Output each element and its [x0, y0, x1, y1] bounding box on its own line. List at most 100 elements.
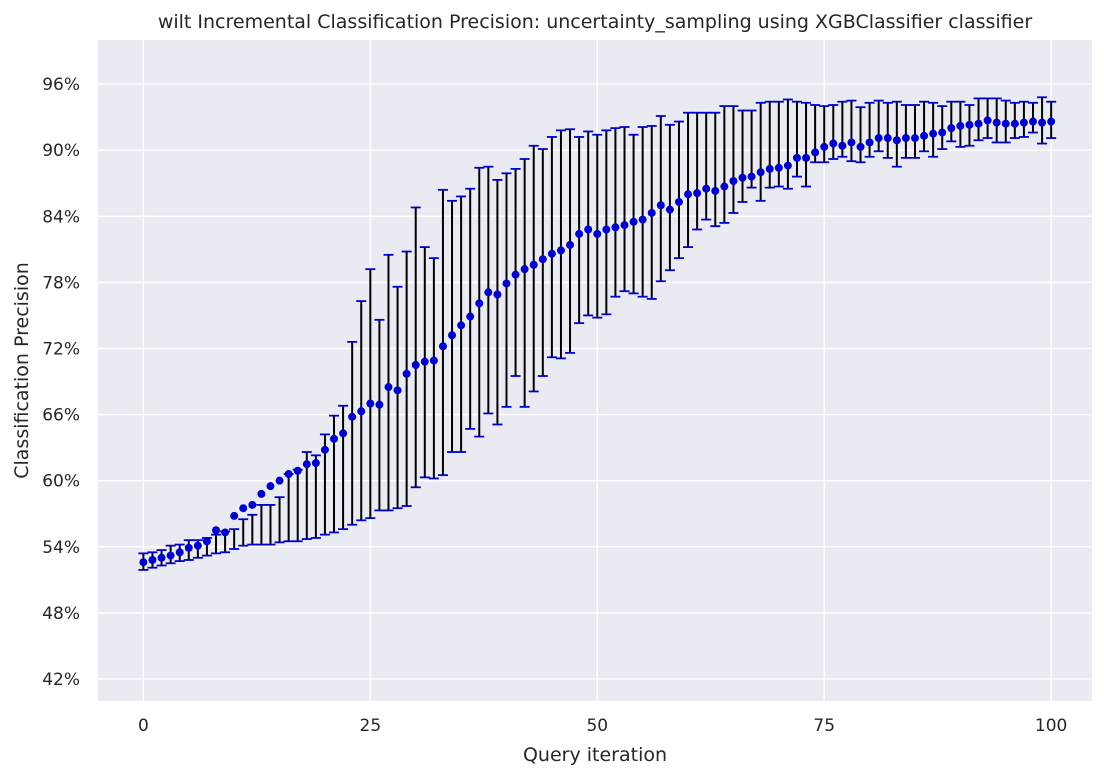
- data-point: [892, 136, 901, 145]
- data-point: [765, 164, 774, 173]
- data-point: [566, 240, 575, 249]
- data-point: [193, 541, 202, 550]
- data-point: [965, 120, 974, 129]
- data-point: [184, 543, 193, 552]
- y-tick-label: 78%: [42, 273, 80, 293]
- y-tick-label: 84%: [42, 207, 80, 227]
- y-tick-label: 66%: [42, 406, 80, 426]
- data-point: [1010, 119, 1019, 128]
- y-tick-label: 60%: [42, 472, 80, 492]
- data-point: [230, 511, 239, 520]
- data-point: [429, 356, 438, 365]
- data-point: [711, 186, 720, 195]
- data-point: [502, 279, 511, 288]
- data-point: [602, 225, 611, 234]
- data-point: [738, 173, 747, 182]
- data-point: [938, 128, 947, 137]
- x-tick-label: 50: [586, 716, 608, 736]
- y-tick-label: 90%: [42, 141, 80, 161]
- data-point: [720, 182, 729, 191]
- data-point: [457, 321, 466, 330]
- data-point: [148, 555, 157, 564]
- data-point: [402, 369, 411, 378]
- data-point: [820, 142, 829, 151]
- data-point: [856, 142, 865, 151]
- data-point: [620, 221, 629, 230]
- y-axis-label: Classification Precision: [11, 262, 33, 479]
- data-point: [221, 528, 230, 537]
- data-point: [729, 177, 738, 186]
- data-point: [1028, 117, 1037, 126]
- data-point: [284, 470, 293, 479]
- data-point: [293, 466, 302, 475]
- data-point: [520, 265, 529, 274]
- data-point: [366, 399, 375, 408]
- data-point: [157, 553, 166, 562]
- data-point: [684, 190, 693, 199]
- data-point: [556, 246, 565, 255]
- data-point: [702, 184, 711, 193]
- data-point: [330, 434, 339, 443]
- data-point: [656, 201, 665, 210]
- data-point: [538, 255, 547, 264]
- data-point: [339, 429, 348, 438]
- x-tick-label: 100: [1035, 716, 1067, 736]
- data-point: [1019, 118, 1028, 127]
- data-point: [438, 342, 447, 351]
- data-point: [929, 129, 938, 138]
- data-point: [774, 163, 783, 172]
- y-tick-label: 72%: [42, 339, 80, 359]
- data-point: [920, 131, 929, 140]
- data-point: [529, 260, 538, 269]
- data-point: [448, 331, 457, 340]
- data-point: [693, 189, 702, 198]
- data-point: [348, 412, 357, 421]
- data-point: [139, 558, 148, 567]
- data-point: [883, 134, 892, 143]
- data-point: [575, 229, 584, 238]
- x-tick-label: 0: [138, 716, 149, 736]
- data-point: [166, 551, 175, 560]
- data-point: [248, 500, 257, 509]
- data-point: [974, 119, 983, 128]
- data-point: [747, 172, 756, 181]
- data-point: [783, 161, 792, 170]
- data-point: [584, 225, 593, 234]
- data-point: [411, 360, 420, 369]
- data-point: [792, 153, 801, 162]
- data-point: [874, 134, 883, 143]
- data-point: [847, 138, 856, 147]
- data-point: [302, 460, 311, 469]
- data-point: [384, 383, 393, 392]
- data-point: [802, 153, 811, 162]
- data-point: [829, 139, 838, 148]
- data-point: [865, 138, 874, 147]
- y-tick-label: 42%: [42, 670, 80, 690]
- data-point: [493, 290, 502, 299]
- data-point: [212, 526, 221, 535]
- data-point: [393, 386, 402, 395]
- y-tick-label: 96%: [42, 75, 80, 95]
- data-point: [475, 299, 484, 308]
- data-point: [638, 215, 647, 224]
- data-point: [375, 400, 384, 409]
- data-point: [811, 148, 820, 157]
- data-point: [838, 141, 847, 150]
- data-point: [357, 407, 366, 416]
- data-point: [674, 197, 683, 206]
- data-point: [947, 124, 956, 133]
- data-point: [257, 489, 266, 498]
- data-point: [202, 537, 211, 546]
- x-tick-label: 25: [360, 716, 382, 736]
- chart-title: wilt Incremental Classification Precisio…: [158, 11, 1033, 33]
- data-point: [239, 504, 248, 513]
- data-point: [320, 445, 329, 454]
- data-point: [611, 223, 620, 232]
- data-point: [175, 548, 184, 557]
- data-point: [593, 229, 602, 238]
- data-point: [910, 134, 919, 143]
- data-point: [1001, 119, 1010, 128]
- data-point: [756, 168, 765, 177]
